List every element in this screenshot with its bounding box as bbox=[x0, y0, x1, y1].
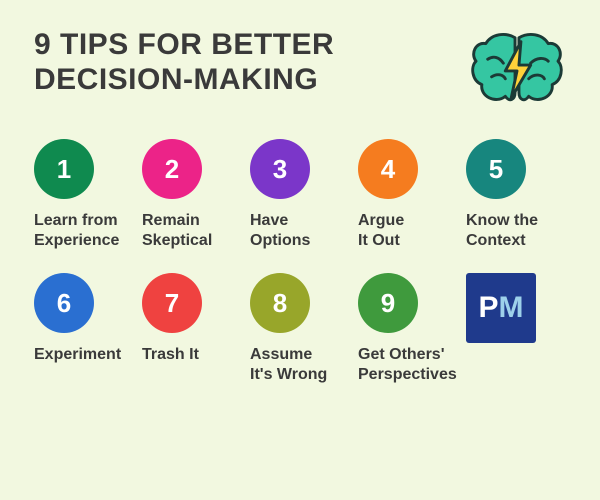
tip-4: 4 Argue It Out bbox=[358, 139, 458, 251]
tips-grid: 1 Learn from Experience 2 Remain Skeptical 3… bbox=[34, 139, 566, 385]
logo-letter-p: P bbox=[478, 291, 498, 325]
tip-3: 3 Have Options bbox=[250, 139, 350, 251]
tip-number-circle: 8 bbox=[250, 273, 310, 333]
tip-number-circle: 2 bbox=[142, 139, 202, 199]
logo-letter-m: M bbox=[499, 291, 524, 325]
tip-2: 2 Remain Skeptical bbox=[142, 139, 242, 251]
tip-label: Know the Context bbox=[466, 211, 538, 251]
header: 9 TIPS FOR BETTER DECISION-MAKING bbox=[34, 28, 566, 115]
tip-label: Get Others' Perspectives bbox=[358, 345, 457, 385]
tip-label: Remain Skeptical bbox=[142, 211, 212, 251]
pm-logo: PM bbox=[466, 273, 536, 343]
tip-label: Learn from Experience bbox=[34, 211, 119, 251]
tip-8: 8 Assume It's Wrong bbox=[250, 273, 350, 385]
title-line1: 9 TIPS FOR BETTER bbox=[34, 28, 334, 61]
tip-number-circle: 7 bbox=[142, 273, 202, 333]
page-title: 9 TIPS FOR BETTER DECISION-MAKING bbox=[34, 28, 334, 97]
tip-number-circle: 9 bbox=[358, 273, 418, 333]
tip-number-circle: 5 bbox=[466, 139, 526, 199]
tip-label: Trash It bbox=[142, 345, 199, 365]
tip-label: Argue It Out bbox=[358, 211, 404, 251]
logo-cell: PM bbox=[466, 273, 566, 385]
tip-label: Have Options bbox=[250, 211, 310, 251]
tip-5: 5 Know the Context bbox=[466, 139, 566, 251]
tip-label: Assume It's Wrong bbox=[250, 345, 327, 385]
infographic-canvas: 9 TIPS FOR BETTER DECISION-MAKING 1 Learn… bbox=[0, 0, 600, 500]
tip-number-circle: 1 bbox=[34, 139, 94, 199]
tip-number-circle: 6 bbox=[34, 273, 94, 333]
tip-number-circle: 4 bbox=[358, 139, 418, 199]
tip-9: 9 Get Others' Perspectives bbox=[358, 273, 458, 385]
tip-number-circle: 3 bbox=[250, 139, 310, 199]
tip-6: 6 Experiment bbox=[34, 273, 134, 385]
tip-1: 1 Learn from Experience bbox=[34, 139, 134, 251]
tip-7: 7 Trash It bbox=[142, 273, 242, 385]
title-line2: DECISION-MAKING bbox=[34, 63, 318, 96]
brain-lightning-icon bbox=[468, 28, 566, 115]
tip-label: Experiment bbox=[34, 345, 121, 365]
